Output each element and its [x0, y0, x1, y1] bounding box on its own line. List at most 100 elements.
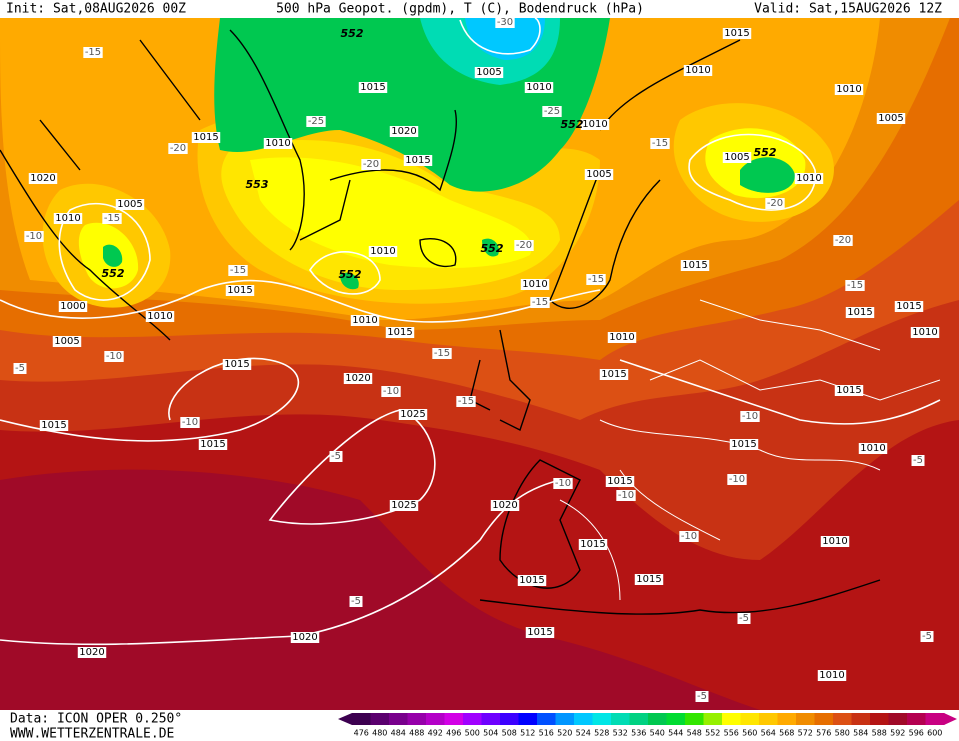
legend-swatch — [740, 713, 760, 725]
temperature-label: -20 — [170, 143, 186, 154]
label-box — [817, 670, 847, 681]
legend-swatch — [481, 713, 501, 725]
legend-swatch — [352, 713, 371, 725]
isobar-label: 1025 — [391, 500, 416, 511]
temperature-label: -5 — [697, 691, 707, 702]
temperature-label: -15 — [458, 396, 474, 407]
isobar-label: 1005 — [54, 336, 79, 347]
temperature-label: -5 — [739, 613, 749, 624]
isobar-label: 1015 — [731, 439, 756, 450]
isobar-label: 1005 — [724, 152, 749, 163]
isobar-label: 1015 — [41, 420, 66, 431]
temperature-label: -10 — [383, 386, 399, 397]
isobar-label: 1015 — [227, 285, 252, 296]
legend-swatch — [685, 713, 704, 725]
init-time: Init: Sat,08AUG2026 00Z — [6, 2, 186, 17]
label-box — [740, 411, 760, 422]
field-548-iceland — [482, 238, 499, 257]
label-box — [586, 274, 606, 285]
isobar-label: 1010 — [522, 279, 547, 290]
map-title: 500 hPa Geopot. (gpdm), T (C), Bodendruc… — [276, 2, 644, 17]
label-box — [525, 627, 555, 638]
temperature-label: -20 — [835, 235, 851, 246]
temperature-label: -15 — [847, 280, 863, 291]
label-box — [495, 17, 515, 28]
label-box — [361, 159, 381, 170]
legend-level-label: 512 — [520, 729, 535, 738]
label-box — [524, 82, 554, 93]
label-box — [228, 265, 248, 276]
label-box — [794, 173, 824, 184]
isobar-label: 1015 — [387, 327, 412, 338]
legend-swatch — [518, 713, 538, 725]
legend-level-label: 548 — [687, 729, 702, 738]
legend-level-label: 584 — [853, 729, 868, 738]
isobar-label: 1015 — [519, 575, 544, 586]
label-box — [876, 113, 906, 124]
isobar-label: 1015 — [200, 439, 225, 450]
label-box — [290, 632, 320, 643]
field-592 — [0, 469, 760, 710]
isobar-label: 1010 — [582, 119, 607, 130]
legend-swatch — [759, 713, 778, 725]
label-box — [350, 315, 380, 326]
label-box — [13, 363, 27, 374]
isobar-label: 1015 — [360, 82, 385, 93]
isobar — [0, 479, 561, 646]
legend-swatch — [851, 713, 871, 725]
label-box — [39, 420, 69, 431]
label-box — [432, 348, 452, 359]
temperature-label: -15 — [104, 213, 120, 224]
field-548-west — [103, 244, 123, 267]
data-source: Data: ICON OPER 0.250° — [10, 712, 182, 727]
label-box — [599, 369, 629, 380]
isobar — [268, 409, 436, 525]
temperature-label: -5 — [913, 455, 923, 466]
legend-level-label: 528 — [594, 729, 609, 738]
label-box — [58, 301, 88, 312]
label-box — [683, 65, 713, 76]
label-box — [490, 500, 520, 511]
isobar-label: 1015 — [405, 155, 430, 166]
legend-swatch — [814, 713, 834, 725]
isobar-label: 1010 — [860, 443, 885, 454]
label-box — [737, 613, 751, 624]
temperature-label: -10 — [681, 531, 697, 542]
isobar — [0, 357, 300, 442]
legend-level-label: 560 — [742, 729, 757, 738]
map-labels: 1015 1010 1010 1005 1005 1010 1015 1020 … — [13, 17, 940, 702]
geopotential-label: 553 — [246, 178, 269, 191]
label-box — [191, 132, 221, 143]
label-box — [389, 500, 419, 511]
isobar-label: 1010 — [147, 311, 172, 322]
label-box — [381, 386, 401, 397]
temperature-label: -10 — [106, 351, 122, 362]
geopotential-label: 552 — [339, 268, 362, 281]
legend-swatch — [592, 713, 612, 725]
label-box — [306, 116, 326, 127]
label-box — [894, 301, 924, 312]
label-box — [514, 240, 534, 251]
temperature-label: -15 — [532, 297, 548, 308]
label-box — [722, 152, 752, 163]
label-box — [650, 138, 670, 149]
geopotential-label: 552 — [754, 146, 777, 159]
legend-level-label: 592 — [890, 729, 905, 738]
legend-swatch — [703, 713, 723, 725]
isobar-label: 1010 — [685, 65, 710, 76]
isobar-label: 1015 — [607, 476, 632, 487]
label-box — [530, 297, 550, 308]
label-box — [145, 311, 175, 322]
isobar-label: 1015 — [580, 539, 605, 550]
legend-swatch — [389, 713, 408, 725]
label-box — [180, 417, 200, 428]
legend-level-label: 532 — [613, 729, 628, 738]
label-box — [225, 285, 255, 296]
label-box — [398, 409, 428, 420]
label-box — [198, 439, 228, 450]
temperature-label: -10 — [26, 231, 42, 242]
isobar — [619, 359, 941, 425]
isobar — [0, 279, 601, 323]
label-box — [329, 451, 343, 462]
label-box — [28, 173, 58, 184]
